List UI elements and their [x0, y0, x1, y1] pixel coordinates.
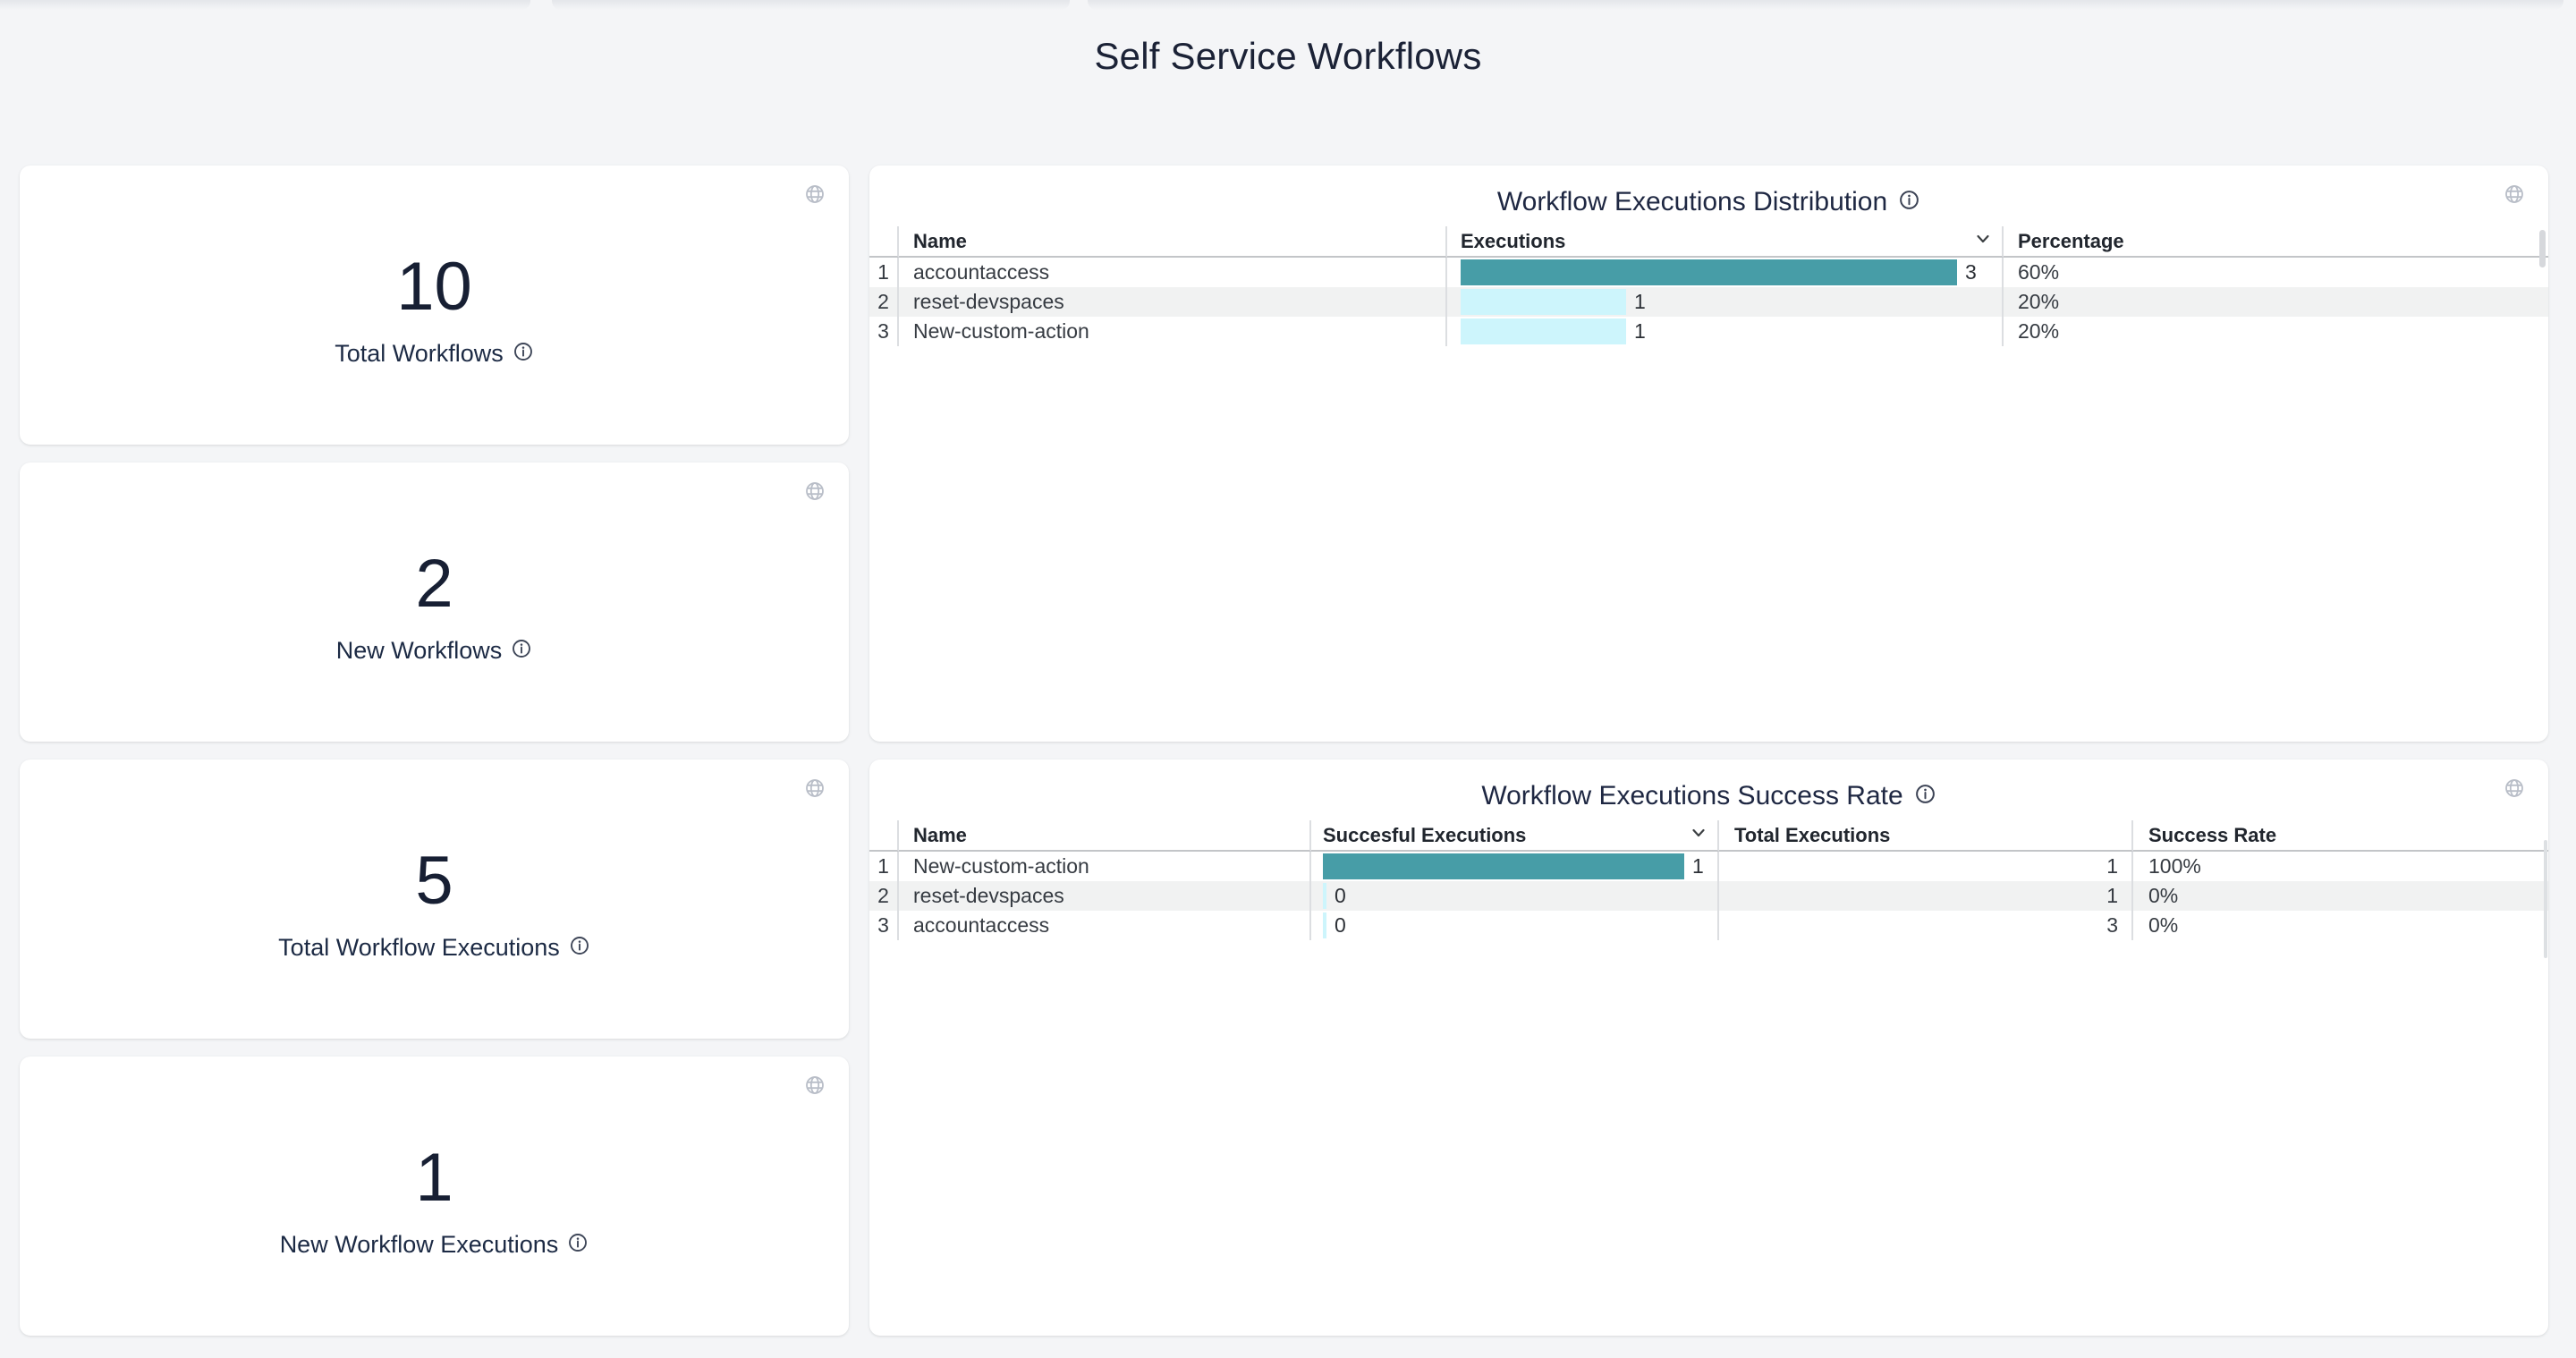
executions-distribution-table: Name Executions Percentage 1 accountacce… — [869, 226, 2548, 346]
executions-success-rate-table: Name Succesful Executions Total Executio… — [869, 820, 2548, 940]
vertical-scrollbar[interactable] — [2539, 230, 2546, 267]
success-rate-value: 0% — [2148, 913, 2179, 937]
workflow-name: accountaccess — [899, 258, 1447, 287]
globe-icon[interactable] — [804, 480, 826, 502]
globe-icon[interactable] — [2504, 777, 2525, 799]
top-tab-segment-2[interactable] — [552, 0, 1070, 10]
stat-card-new-workflow-executions: 1 New Workflow Executions — [20, 1057, 849, 1336]
successful-executions-bar-cell: 0 — [1311, 881, 1719, 911]
bar-secondary — [1461, 289, 1626, 315]
bar-primary — [1323, 853, 1684, 879]
bar-secondary — [1323, 912, 1326, 938]
table-title: Workflow Executions Success Rate — [1481, 781, 1903, 811]
stat-value: 1 — [415, 1139, 453, 1216]
globe-icon[interactable] — [804, 777, 826, 799]
column-header-name[interactable]: Name — [899, 820, 1311, 852]
table-title: Workflow Executions Distribution — [1496, 187, 1888, 216]
globe-icon[interactable] — [804, 183, 826, 205]
stat-value: 2 — [415, 545, 453, 622]
workflow-name: New-custom-action — [899, 852, 1311, 881]
successful-executions-bar-cell: 0 — [1311, 911, 1719, 940]
workflow-name: accountaccess — [899, 911, 1311, 940]
chevron-down-icon — [1973, 229, 1993, 254]
stat-card-total-workflows: 10 Total Workflows — [20, 166, 849, 445]
percentage-value: 20% — [2004, 287, 2548, 317]
info-icon[interactable] — [1914, 783, 1936, 810]
column-header-successful-executions[interactable]: Succesful Executions — [1311, 820, 1719, 852]
bar-secondary — [1461, 318, 1626, 344]
table-card-executions-distribution: Workflow Executions Distribution Name Ex… — [869, 166, 2548, 742]
stat-label: New Workflows — [335, 637, 503, 665]
chevron-down-icon — [1689, 823, 1708, 848]
column-header-percentage[interactable]: Percentage — [2004, 226, 2548, 258]
row-number-column-header — [869, 820, 899, 852]
workflow-name: reset-devspaces — [899, 287, 1447, 317]
workflow-name: New-custom-action — [899, 317, 1447, 346]
bar-value: 0 — [1335, 913, 1346, 937]
executions-bar-cell: 1 — [1447, 317, 2004, 346]
globe-icon[interactable] — [2504, 183, 2525, 205]
stat-value: 10 — [396, 248, 472, 325]
column-header-success-rate[interactable]: Success Rate — [2133, 820, 2548, 852]
row-number-column-header — [869, 226, 899, 258]
bar-value: 1 — [1634, 290, 1646, 313]
stat-label: New Workflow Executions — [279, 1231, 559, 1259]
bar-primary — [1461, 259, 1957, 285]
table-row: 1 New-custom-action 1 1 100% — [869, 852, 2548, 881]
table-row: 3 New-custom-action 1 20% — [869, 317, 2548, 346]
column-header-total-executions[interactable]: Total Executions — [1719, 820, 2133, 852]
vertical-scrollbar[interactable] — [2544, 840, 2547, 958]
bar-value: 0 — [1335, 884, 1346, 907]
total-executions-value: 1 — [1719, 881, 2133, 911]
bar-value: 3 — [1965, 260, 1977, 284]
globe-icon[interactable] — [804, 1074, 826, 1096]
workflow-name: reset-devspaces — [899, 881, 1311, 911]
stat-label: Total Workflow Executions — [278, 934, 560, 962]
success-rate-value: 0% — [2133, 881, 2548, 911]
bar-value: 1 — [1692, 854, 1704, 878]
page-title: Self Service Workflows — [1094, 35, 1482, 77]
total-executions-value: 1 — [1719, 852, 2133, 881]
stat-card-total-workflow-executions: 5 Total Workflow Executions — [20, 760, 849, 1039]
executions-bar-cell: 3 — [1447, 258, 2004, 287]
success-rate-value: 100% — [2148, 854, 2201, 878]
table-row: 3 accountaccess 0 3 0% — [869, 911, 2548, 940]
info-icon[interactable] — [511, 638, 532, 664]
executions-bar-cell: 1 — [1447, 287, 2004, 317]
table-card-executions-success-rate: Workflow Executions Success Rate Name Su… — [869, 760, 2548, 1336]
top-tab-segment-1[interactable] — [0, 0, 530, 10]
table-row: 2 reset-devspaces 0 1 0% — [869, 881, 2548, 911]
stat-card-new-workflows: 2 New Workflows — [20, 463, 849, 742]
bar-value: 1 — [1634, 319, 1646, 343]
info-icon[interactable] — [569, 935, 590, 961]
column-header-name[interactable]: Name — [899, 226, 1447, 258]
top-tab-segment-3[interactable] — [1088, 0, 2563, 10]
column-header-executions[interactable]: Executions — [1447, 226, 2004, 258]
successful-executions-bar-cell: 1 — [1311, 852, 1719, 881]
table-row: 2 reset-devspaces 1 20% — [869, 287, 2548, 317]
stat-label: Total Workflows — [335, 340, 504, 368]
table-row: 1 accountaccess 3 60% — [869, 258, 2548, 287]
bar-secondary — [1323, 883, 1326, 909]
stat-value: 5 — [415, 842, 453, 919]
info-icon[interactable] — [513, 341, 534, 367]
percentage-value: 20% — [2018, 319, 2060, 343]
total-executions-value: 3 — [1719, 911, 2133, 940]
percentage-value: 60% — [2018, 260, 2060, 284]
info-icon[interactable] — [1898, 189, 1920, 216]
info-icon[interactable] — [567, 1232, 589, 1258]
